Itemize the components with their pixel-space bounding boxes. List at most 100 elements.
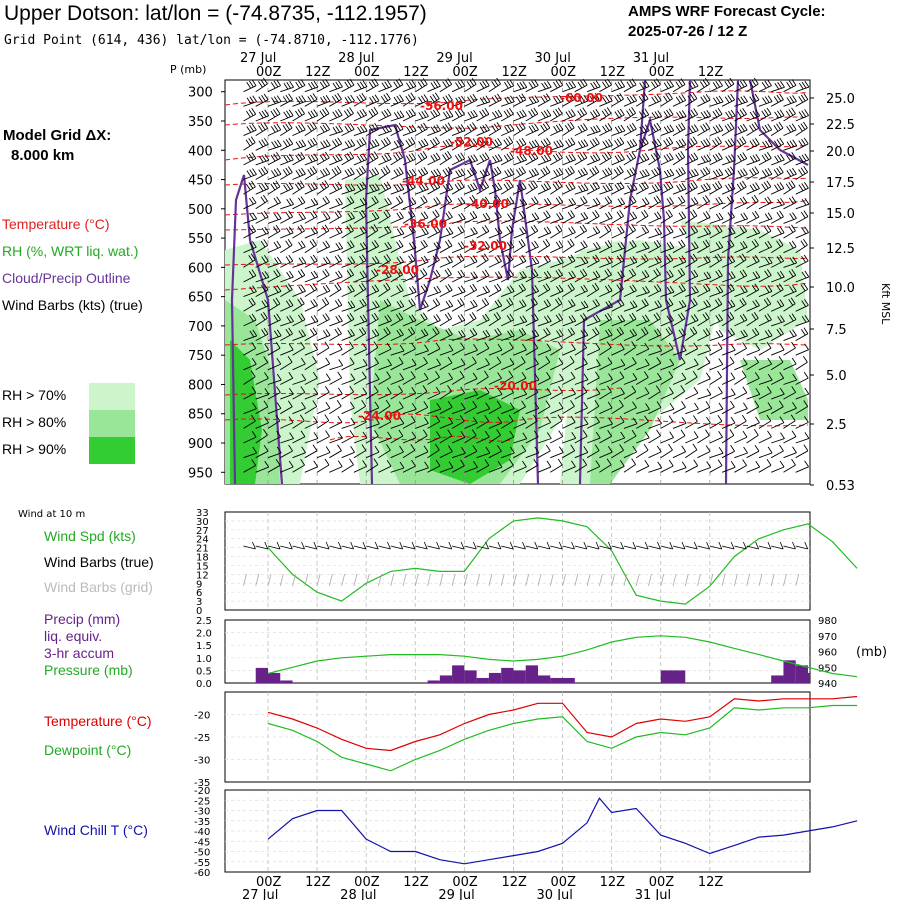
wind-barb: [574, 458, 588, 473]
wind-barb-true: [353, 541, 367, 550]
wind-barb: [635, 326, 649, 341]
wind-barb: [513, 315, 528, 327]
wind-barb: [402, 92, 416, 107]
wind-barb: [402, 152, 417, 166]
wind-barb: [623, 167, 637, 180]
wind-barb: [402, 225, 416, 239]
wind-speed-tick-label: 15: [196, 561, 209, 572]
wind-barb: [636, 387, 650, 400]
wind-barb: [280, 460, 294, 473]
wind-barb: [734, 402, 748, 415]
wind-barb-true: [390, 541, 404, 550]
wind-barb: [795, 387, 810, 400]
wind-barb: [378, 387, 392, 400]
wind-barb: [623, 385, 637, 400]
wind-barb: [709, 124, 724, 137]
wind-barb: [329, 226, 343, 239]
wind-barb: [660, 136, 674, 151]
temperature-series-label: Temperature (°C): [44, 713, 152, 729]
wind-barb: [415, 239, 428, 254]
wind-barb: [734, 240, 748, 254]
wind-barb: [513, 198, 528, 210]
wind-barb: [415, 429, 428, 444]
wind-barb: [721, 138, 736, 151]
wind-barb: [378, 459, 392, 473]
wind-barb-grid: [328, 573, 333, 587]
wind-barb: [329, 387, 343, 400]
wind-barb: [537, 299, 552, 312]
wind-barb: [562, 238, 575, 254]
wind-barb-grid: [414, 573, 419, 587]
wind-barb: [525, 386, 539, 400]
wind-barb: [599, 357, 613, 371]
wind-barb: [611, 108, 625, 122]
wind-barb: [439, 122, 453, 136]
wind-barb: [660, 371, 674, 385]
wind-barb-grid: [733, 573, 738, 587]
wind-barb: [427, 124, 441, 137]
wind-barb: [255, 283, 269, 297]
top-hour-label: 00Z: [551, 65, 577, 80]
wind-barb: [292, 446, 306, 459]
wind-barb: [697, 166, 711, 180]
wind-barb: [770, 238, 784, 254]
wind-barb: [329, 254, 343, 268]
wind-barb: [243, 269, 257, 283]
wind-barb: [758, 95, 773, 107]
wind-barb-true: [648, 541, 661, 550]
wind-barb: [660, 431, 674, 444]
wind-barb: [611, 254, 625, 268]
wind-barb: [783, 297, 796, 312]
wind-barb: [574, 385, 588, 400]
wind-barb: [734, 196, 748, 210]
wind-barb: [525, 79, 539, 93]
rh-shading-area: [680, 220, 808, 350]
wind-barb-grid: [684, 573, 689, 587]
wind-barb: [451, 329, 466, 342]
top-day-label: 30 Jul: [535, 51, 571, 66]
wind-barb-grid: [427, 573, 431, 587]
wind-barb: [439, 239, 453, 254]
wind-barb: [439, 429, 453, 444]
wind-barb: [525, 373, 540, 385]
wind-barb: [402, 80, 417, 93]
pressure-tick-label: 350: [188, 115, 213, 130]
wind-barb: [316, 139, 331, 151]
wind-barb: [672, 356, 686, 371]
wind-barb: [402, 181, 416, 195]
pressure-tick-label: 800: [188, 378, 213, 393]
wind-barb: [783, 167, 797, 180]
cloud-outline: [230, 174, 284, 485]
wind-barb-grid: [574, 573, 579, 587]
wind-barb: [758, 386, 772, 400]
precip-tick-label: 2.0: [196, 629, 212, 640]
wind-barb: [697, 239, 711, 254]
wind-barb: [476, 225, 490, 239]
wind-barb: [243, 313, 257, 327]
wind-barb: [537, 153, 552, 166]
pressure-axis-title: P (mb): [170, 63, 206, 76]
wind-barb: [390, 417, 405, 429]
wind-barb: [304, 93, 318, 107]
pressure-tick-label: 600: [188, 261, 213, 276]
wind-barb: [476, 446, 491, 459]
wind-barb: [648, 401, 662, 415]
wind-barb: [292, 167, 306, 180]
wind-barb: [648, 138, 662, 151]
wind-barb: [353, 124, 368, 137]
pressure-unit-label: (mb): [856, 645, 887, 660]
wind-barb: [500, 269, 514, 283]
wind-barb: [770, 327, 784, 341]
temperature-contour-label: -32.00: [464, 239, 507, 253]
wind-barb: [672, 255, 687, 268]
wind-barb: [255, 311, 268, 327]
wind-barb-true: [427, 541, 440, 550]
wind-barb: [341, 357, 355, 371]
wind-barb: [500, 136, 514, 151]
wind-speed-tick-label: 33: [196, 508, 209, 519]
wind-barb: [427, 443, 440, 459]
precip-bar: [660, 670, 673, 683]
wind-barb: [660, 386, 674, 400]
wind-barb: [292, 240, 306, 254]
wind-barb: [697, 122, 711, 136]
